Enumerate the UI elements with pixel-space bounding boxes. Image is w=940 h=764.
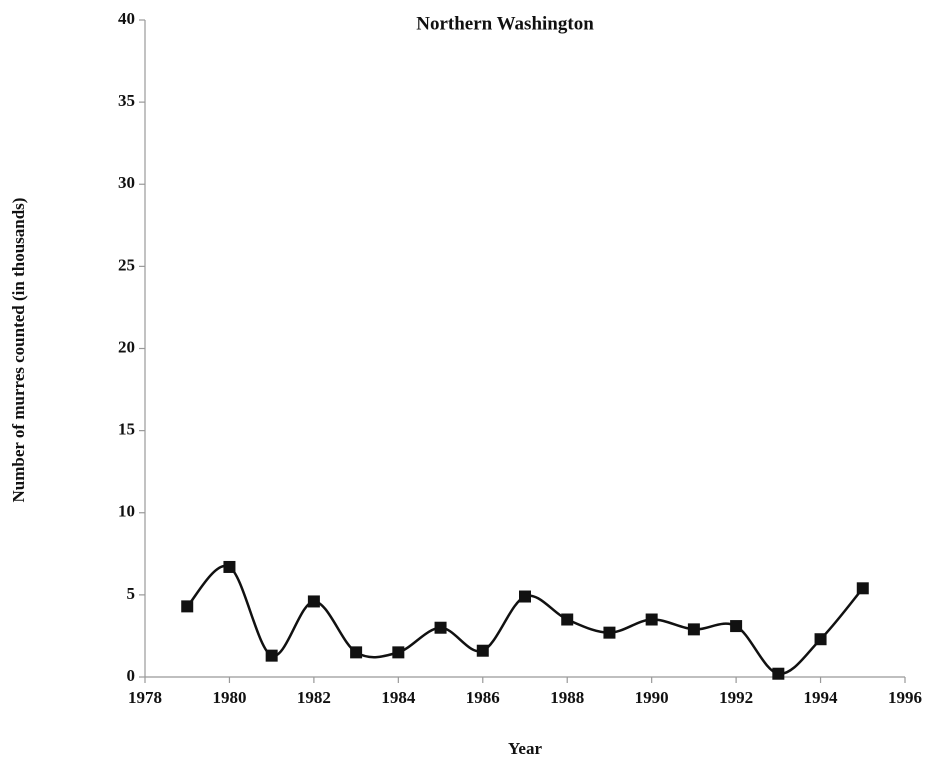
chart-title: Northern Washington <box>416 13 594 34</box>
x-tick-label: 1988 <box>550 688 584 707</box>
y-tick-label: 40 <box>118 9 135 28</box>
marker <box>223 560 236 573</box>
marker <box>603 626 616 639</box>
x-tick-label: 1984 <box>381 688 416 707</box>
marker <box>519 590 531 603</box>
marker <box>350 646 363 659</box>
marker <box>434 621 447 634</box>
marker <box>265 649 278 662</box>
y-tick-label: 35 <box>118 91 135 110</box>
x-tick-label: 1980 <box>212 688 246 707</box>
x-tick-label: 1986 <box>466 688 500 707</box>
y-tick-label: 20 <box>118 337 135 356</box>
marker <box>307 595 320 608</box>
x-tick-label: 1990 <box>635 688 669 707</box>
y-tick-label: 5 <box>127 584 136 603</box>
x-tick-label: 1982 <box>297 688 331 707</box>
line <box>186 564 864 675</box>
y-axis-label: Number of murres counted (in thousands) <box>9 198 28 503</box>
marker <box>561 613 574 626</box>
marker <box>687 623 700 636</box>
marker <box>476 644 489 657</box>
x-tick-label: 1994 <box>804 688 839 707</box>
marker <box>814 633 827 646</box>
x-tick-label: 1996 <box>888 688 922 707</box>
marker <box>181 600 194 613</box>
marker <box>856 582 869 595</box>
y-tick-label: 25 <box>118 255 135 274</box>
x-tick-label: 1978 <box>128 688 162 707</box>
marker <box>645 613 658 626</box>
marker <box>772 667 785 680</box>
x-tick-label: 1992 <box>719 688 753 707</box>
y-tick-label: 10 <box>118 502 135 521</box>
y-tick-label: 0 <box>127 666 136 685</box>
y-tick-label: 30 <box>118 173 135 192</box>
marker <box>392 646 405 659</box>
marker <box>730 620 743 633</box>
x-axis-label: Year <box>508 739 542 758</box>
y-tick-label: 15 <box>118 420 135 439</box>
